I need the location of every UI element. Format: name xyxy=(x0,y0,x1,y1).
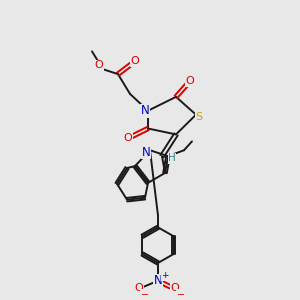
Text: H: H xyxy=(168,153,176,163)
Text: O: O xyxy=(124,134,132,143)
Text: −: − xyxy=(177,290,185,300)
Text: O: O xyxy=(171,283,179,292)
Text: N: N xyxy=(141,104,149,117)
Text: N: N xyxy=(154,274,162,287)
Text: N: N xyxy=(142,146,150,159)
Text: O: O xyxy=(94,60,103,70)
Text: O: O xyxy=(135,283,143,292)
Text: −: − xyxy=(141,290,149,300)
Text: +: + xyxy=(161,271,169,280)
Text: O: O xyxy=(186,76,194,86)
Text: S: S xyxy=(195,112,203,122)
Text: O: O xyxy=(130,56,140,66)
